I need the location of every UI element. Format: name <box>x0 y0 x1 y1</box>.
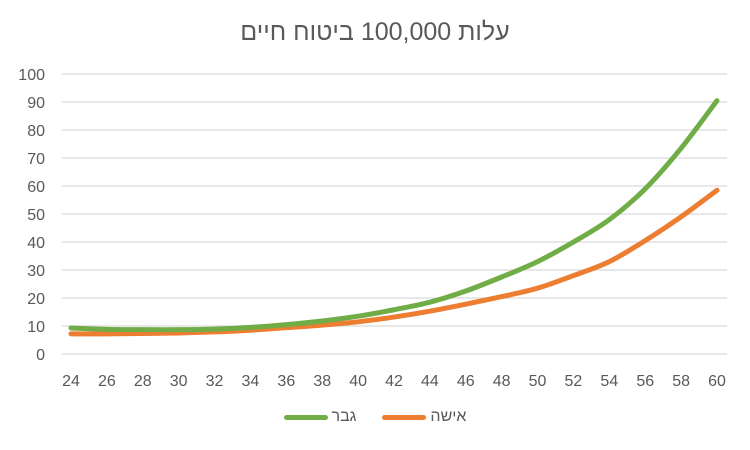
legend-swatch-female <box>382 414 427 420</box>
x-tick-label: 54 <box>600 373 618 390</box>
x-tick-label: 38 <box>313 373 331 390</box>
x-tick-label: 44 <box>421 373 439 390</box>
legend-label-male: גבר <box>331 408 357 425</box>
x-tick-label: 58 <box>672 373 690 390</box>
y-tick-label: 50 <box>27 207 45 224</box>
legend-swatch-male <box>283 414 328 420</box>
y-tick-label: 40 <box>27 235 45 252</box>
y-tick-label: 60 <box>27 179 45 196</box>
x-axis-ticks: 24 26 28 30 32 34 36 38 40 42 44 46 48 50 52 54 56 58 60 <box>62 373 726 390</box>
chart-title: עלות 100,000 ביטוח חיים <box>240 18 510 46</box>
legend-item-female[interactable]: אישה <box>382 408 466 426</box>
x-tick-label: 28 <box>134 373 152 390</box>
legend-label-female: אישה <box>430 408 467 425</box>
y-tick-label: 100 <box>18 67 45 84</box>
y-tick-label: 0 <box>36 347 45 364</box>
x-tick-label: 46 <box>457 373 475 390</box>
series-line[interactable] <box>68 98 720 333</box>
legend-item-male[interactable]: גבר <box>283 408 357 426</box>
y-tick-label: 10 <box>27 319 45 336</box>
gridlines <box>62 73 727 355</box>
x-tick-label: 24 <box>62 373 80 390</box>
x-tick-label: 56 <box>636 373 654 390</box>
x-tick-label: 34 <box>242 373 260 390</box>
y-tick-label: 70 <box>27 151 45 168</box>
y-tick-label: 80 <box>27 123 45 140</box>
series-line[interactable] <box>68 187 720 337</box>
x-tick-label: 32 <box>206 373 224 390</box>
x-tick-label: 40 <box>349 373 367 390</box>
legend: גבר אישה <box>0 408 750 426</box>
y-axis-ticks: 0 10 20 30 40 50 60 70 80 90 100 <box>18 67 45 364</box>
series-lines <box>68 98 720 337</box>
x-tick-label: 52 <box>565 373 583 390</box>
y-tick-label: 90 <box>27 95 45 112</box>
y-tick-label: 20 <box>27 291 45 308</box>
x-tick-label: 42 <box>385 373 403 390</box>
x-tick-label: 36 <box>277 373 295 390</box>
x-tick-label: 26 <box>98 373 116 390</box>
x-tick-label: 48 <box>493 373 511 390</box>
x-tick-label: 60 <box>708 373 726 390</box>
y-tick-label: 30 <box>27 263 45 280</box>
x-tick-label: 50 <box>529 373 547 390</box>
x-tick-label: 30 <box>170 373 188 390</box>
